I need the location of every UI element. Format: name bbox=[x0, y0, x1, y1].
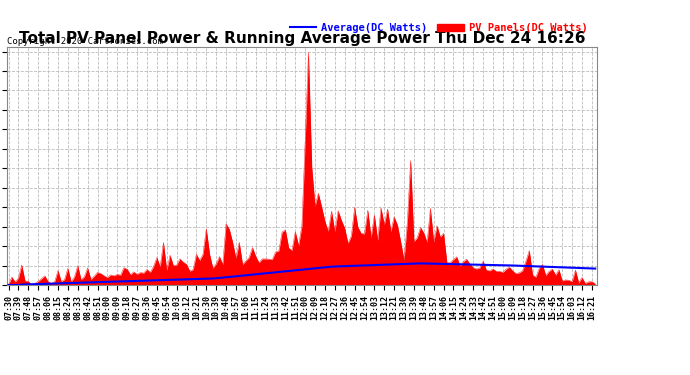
Text: Copyright 2020 Cartronics.com: Copyright 2020 Cartronics.com bbox=[8, 38, 164, 46]
Title: Total PV Panel Power & Running Average Power Thu Dec 24 16:26: Total PV Panel Power & Running Average P… bbox=[19, 31, 585, 46]
Legend: Average(DC Watts), PV Panels(DC Watts): Average(DC Watts), PV Panels(DC Watts) bbox=[286, 19, 591, 37]
